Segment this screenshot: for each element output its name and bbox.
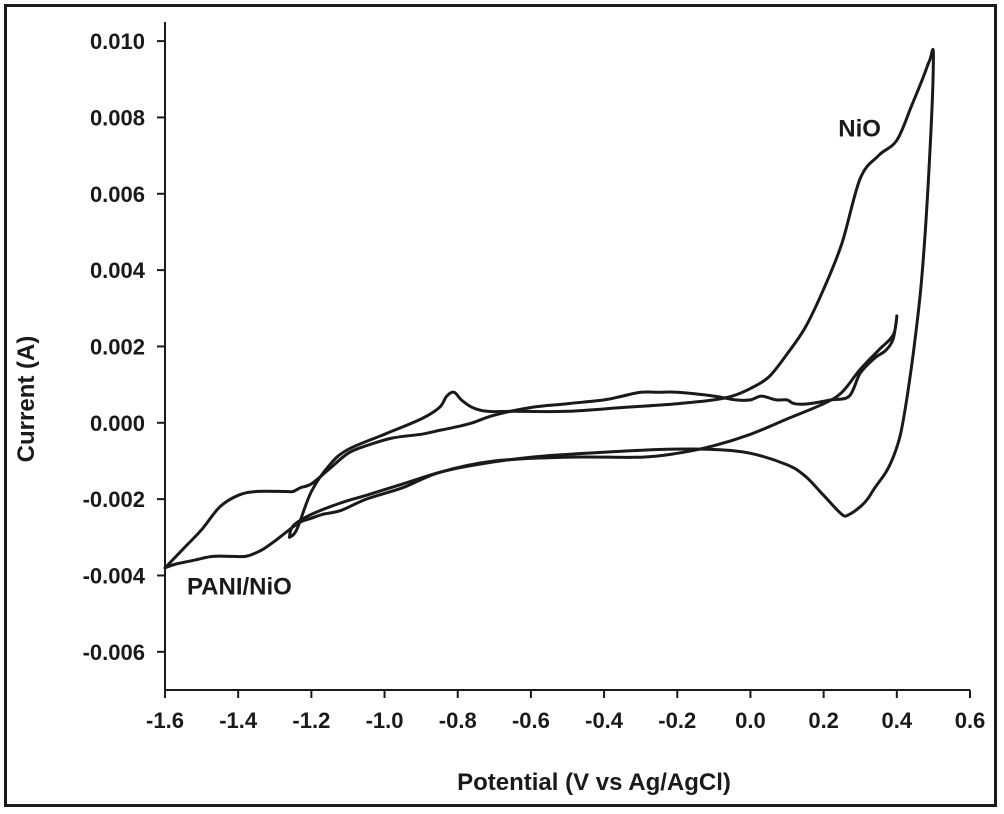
x-ticks: -1.6 -1.4 -1.2 -1.0 -0.8 -0.6 -0.4 -0.2 0.0 0.2 0.…: [146, 690, 985, 733]
annotation-label: PANI/NiO: [187, 574, 292, 601]
y-tick-label: -0.004: [83, 563, 146, 588]
x-tick-label: -1.0: [366, 708, 404, 733]
y-tick-label: 0.010: [90, 29, 145, 54]
y-ticks: -0.006 -0.004 -0.002 0.000 0.002 0.004 0.006 0.…: [83, 29, 165, 665]
x-tick-label: 0.4: [882, 708, 913, 733]
x-tick-label: -0.2: [658, 708, 696, 733]
x-tick-label: 0.2: [808, 708, 839, 733]
y-tick-label: 0.006: [90, 182, 145, 207]
y-tick-label: 0.004: [90, 258, 146, 283]
x-tick-label: -1.2: [292, 708, 330, 733]
y-tick-label: 0.000: [90, 411, 145, 436]
cv-curve-2: [163, 314, 899, 570]
x-tick-label: -1.6: [146, 708, 184, 733]
y-tick-label: 0.008: [90, 105, 145, 130]
chart-frame: [4, 4, 997, 807]
x-tick-label: -1.4: [219, 708, 258, 733]
y-tick-label: -0.002: [83, 487, 145, 512]
x-tick-label: -0.6: [512, 708, 550, 733]
cv-curve-1: [287, 48, 935, 539]
annotations: NiO PANI/NiO: [187, 116, 881, 601]
x-tick-label: 0.0: [735, 708, 766, 733]
annotation-label: NiO: [838, 116, 881, 143]
curves: [163, 48, 935, 570]
x-tick-label: -0.4: [585, 708, 624, 733]
y-tick-label: -0.006: [83, 640, 145, 665]
y-axis-title: Current (A): [13, 336, 40, 463]
x-tick-label: 0.6: [955, 708, 986, 733]
x-axis-title: Potential (V vs Ag/AgCl): [457, 769, 731, 796]
x-tick-label: -0.8: [439, 708, 477, 733]
axes: [164, 22, 970, 691]
y-tick-label: 0.002: [90, 334, 145, 359]
